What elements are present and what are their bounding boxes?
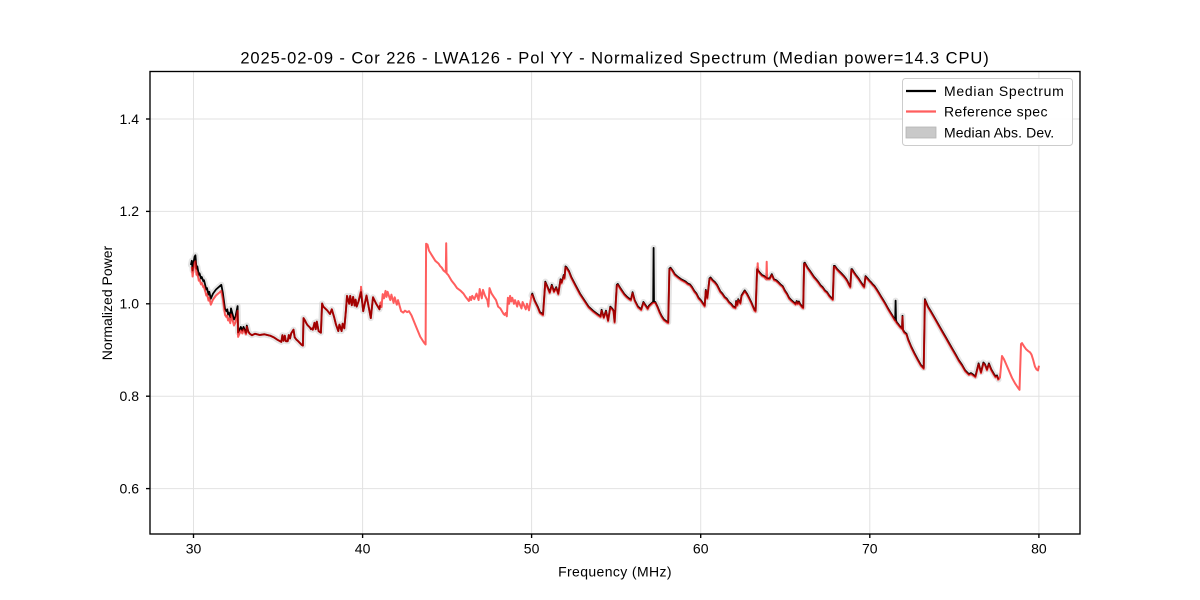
svg-text:50: 50 [524, 541, 540, 557]
svg-text:70: 70 [862, 541, 878, 557]
svg-text:40: 40 [355, 541, 371, 557]
svg-text:2025-02-09 - Cor 226 - LWA126: 2025-02-09 - Cor 226 - LWA126 - Pol YY -… [240, 50, 989, 68]
svg-text:60: 60 [693, 541, 709, 557]
svg-text:Median Spectrum: Median Spectrum [944, 83, 1065, 99]
svg-text:0.8: 0.8 [120, 388, 140, 404]
svg-text:Frequency (MHz): Frequency (MHz) [558, 564, 672, 580]
svg-text:Reference spec: Reference spec [944, 104, 1048, 120]
svg-text:1.2: 1.2 [120, 203, 140, 219]
svg-text:80: 80 [1031, 541, 1047, 557]
svg-text:Median Abs. Dev.: Median Abs. Dev. [944, 125, 1054, 141]
svg-text:0.6: 0.6 [120, 480, 140, 496]
svg-text:1.4: 1.4 [120, 111, 140, 127]
svg-text:Normalized Power: Normalized Power [99, 245, 115, 360]
svg-text:30: 30 [186, 541, 202, 557]
svg-text:1.0: 1.0 [120, 296, 140, 312]
